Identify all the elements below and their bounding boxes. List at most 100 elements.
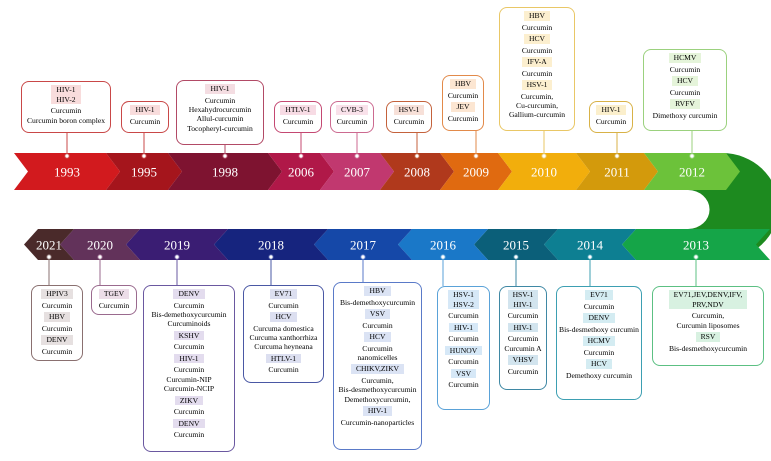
virus-name: HCMV [673,53,697,62]
compound-name: Gallium-curcumin [508,110,566,120]
compound-list: Curcumin [337,117,367,126]
compound-list: Curcumin nanomicelles [357,344,397,363]
virus-group: HBV Bis-demethoxycurcumin [340,286,415,307]
year-label-2012: 2012 [679,165,705,180]
year-label-2010: 2010 [531,165,557,180]
timeline-segment-2016 [398,229,488,260]
virus-group: EV71 Curcumin [268,289,299,310]
timeline-segment-2008 [380,153,454,190]
virus-name: HIV-1 [367,406,388,416]
compound-name: Curcumin, [361,376,394,385]
year-label-1998: 1998 [212,165,238,180]
virus-group: HPIV3 Curcumin [41,289,73,310]
connector-dot-2006 [298,153,304,159]
virus-name: HIV-1 [601,105,621,114]
compound-list: Bis-demethoxycurcumin [340,298,415,307]
card-2007: CVB-3 Curcumin [330,101,374,133]
virus-label: DENV [583,313,615,323]
virus-name: HIV-1 [179,353,199,363]
virus-label: VSV [364,309,391,319]
virus-label: HIV-1 HIV-2 [51,85,81,105]
virus-group: HIV-1 Curcumin [130,105,160,126]
year-label-2011: 2011 [604,165,630,180]
virus-label: HTLV-1 [280,105,316,115]
year-label-2006: 2006 [288,165,315,180]
timeline-segment-2012 [644,153,740,190]
year-label-2014: 2014 [577,238,604,253]
card-2020: TGEV Curcumin [91,285,137,315]
virus-label: ZIKV [174,395,204,406]
card-2017: HBV Bis-demethoxycurcumin VSV Curcumin HCV Cu… [333,282,422,450]
compound-name: Curcumin liposomes [676,320,740,330]
connector-dot-1993 [64,153,70,159]
card-2018: EV71 Curcumin HCV Curcuma domestica Curcuma … [243,285,324,383]
virus-label: HCV [523,34,551,44]
virus-group: ZIKV Curcumin [174,395,204,417]
compound-name: Curcumin [669,87,701,97]
virus-label: HCV [671,76,699,86]
virus-name: VSV [455,368,472,378]
virus-name: VSV [369,309,386,318]
virus-name: HCV [275,312,292,321]
compound-name: Curcumin [41,346,73,356]
compound-name: Curcumin [362,320,393,330]
virus-label: HIV-1 [362,406,393,416]
virus-group: KSHV Curcumin [173,330,205,352]
year-label-2007: 2007 [344,165,371,180]
virus-label: VSV [450,368,477,379]
timeline-segment-2017 [314,229,412,260]
virus-group: IFV-A Curcumin [522,57,552,78]
virus-label: IFV-A [522,57,552,67]
virus-label: EV71 [269,289,298,299]
virus-label: HCV [585,359,613,369]
compound-list: Curcumin [584,348,614,357]
virus-name: HBV [454,79,472,88]
virus-label: HCV [270,312,297,322]
virus-label: HIV-1 [508,322,538,333]
compound-list: Curcumin [508,367,538,376]
compound-list: Curcumin [448,91,478,100]
compound-name: Bis-demethoxycurcumin [339,297,416,307]
compound-name: Curcumin [362,343,393,353]
card-2015: HSV-1 HIV-1 Curcumin HIV-1 Curcumin Curcumin … [499,286,547,390]
virus-name: EV71 [590,290,608,299]
virus-name: TGEV [103,289,125,298]
timeline-segment-2021 [24,229,74,260]
virus-group: RSV Bis-desmethoxycurcumin [669,332,747,353]
compound-name: Curcumin [282,116,314,126]
compound-name: Curcumin [448,357,479,367]
virus-label: DENV [173,418,205,429]
virus-label: HCMV [668,53,702,63]
virus-group: HUNOV Curcumin [444,345,483,367]
compound-list: Curcumin Bis-demethoxycurcumin Curcuminoid… [151,301,226,329]
virus-label: HIV-1 [596,105,626,115]
timeline-segment-2010 [498,153,590,190]
card-2006: HTLV-1 Curcumin [274,101,322,133]
virus-group: EV71 Curcumin [584,290,614,311]
compound-list: Curcumin [448,334,478,343]
compound-list: Curcumin, Bis-desmethoxycurcumin Demethoxy… [338,376,416,404]
compound-name: Allul-curcumin [196,114,244,124]
compound-list: Curcumin [174,407,204,416]
compound-name: Curcumin [447,113,479,123]
compound-list: Curcumin [174,430,204,439]
virus-group: HIV-1 Curcumin Curcumin-NIP Curcumin-NCIP [164,353,214,394]
compound-name: Curcuma xanthorrhiza [249,333,318,342]
virus-name: HCV [590,359,608,368]
compound-name: Curcumin [448,311,479,321]
virus-label: HIV-1 [448,322,479,333]
virus-label: HSV-1 [521,80,553,90]
compound-name: Curcumin [268,365,299,375]
compound-name: Demethoxy curcumin [565,370,632,380]
virus-name: ZIKV [179,395,199,405]
compound-name: Tocopheryl-curcumin [187,123,253,133]
virus-group: HCV Curcumin [522,34,552,55]
compound-name: Curcumin [447,90,479,100]
virus-group: CVB-3 Curcumin [336,105,368,126]
virus-group: DENV Curcumin [173,418,205,440]
virus-group: EV71,JEV,DENV,IFV, PRV,NDV Curcumin, Curcum… [668,290,748,330]
compound-name: Curcumin boron complex [26,115,106,125]
virus-name: HIV-2 [56,94,76,104]
connector-dot-2013 [693,254,699,260]
virus-group: HIV-1 Curcumin [596,105,626,126]
